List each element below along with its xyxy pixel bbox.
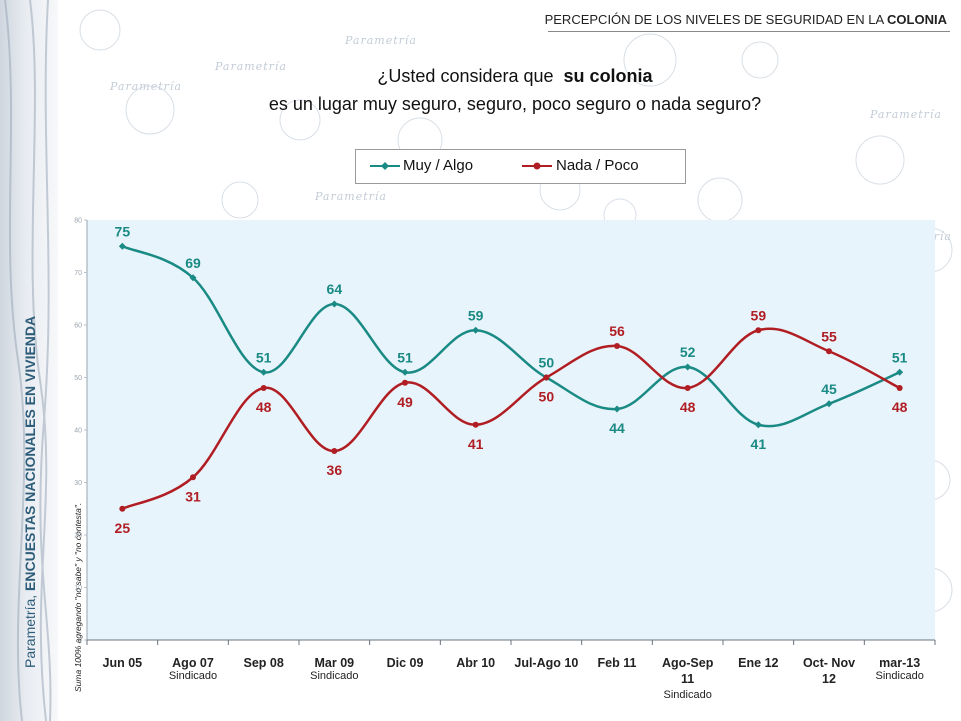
data-label-muy-algo: 75 [115, 223, 131, 239]
data-point-muy-algo [260, 368, 268, 376]
y-tick-label: 50 [74, 375, 82, 382]
x-category-label: Mar 09 [315, 656, 355, 670]
watermark-5: Parametría [870, 108, 942, 121]
data-label-muy-algo: 51 [892, 349, 908, 365]
data-point-nada-poco [472, 421, 479, 428]
data-point-muy-algo [684, 363, 692, 371]
data-point-muy-algo [189, 274, 197, 282]
page-title-bold: COLONIA [887, 12, 947, 27]
data-label-muy-algo: 50 [539, 355, 555, 371]
x-category-label: 11 [681, 672, 694, 686]
x-category-label: Feb 11 [598, 656, 637, 670]
y-tick-label: 30 [74, 480, 82, 487]
data-point-nada-poco [402, 379, 408, 386]
y-tick-label: 0 [78, 638, 82, 645]
data-point-nada-poco [119, 505, 126, 512]
y-tick-label: 40 [74, 428, 82, 435]
y-tick-label: 60 [74, 323, 82, 330]
x-category-label: Ene 12 [738, 656, 778, 670]
data-point-muy-algo [118, 242, 126, 250]
data-point-muy-algo [613, 405, 621, 413]
data-label-muy-algo: 44 [609, 420, 625, 436]
y-tick-label: 70 [74, 270, 82, 277]
x-category-label: Ago 07 [172, 656, 214, 670]
x-category-label: Sep 08 [244, 656, 284, 670]
x-category-note: Sindicado [664, 689, 712, 701]
x-category-note: Sindicado [169, 670, 217, 682]
data-label-nada-poco: 55 [821, 328, 837, 344]
survey-question: ¿Usted considera que su colonia es un lu… [200, 62, 830, 118]
data-point-muy-algo [754, 421, 762, 429]
data-point-nada-poco [260, 385, 267, 391]
data-point-nada-poco [896, 385, 903, 391]
chart-legend: Muy / Algo Nada / Poco [355, 149, 686, 184]
data-label-nada-poco: 59 [751, 307, 767, 323]
data-label-muy-algo: 64 [327, 281, 343, 297]
data-point-muy-algo [472, 326, 480, 334]
data-point-nada-poco [543, 374, 550, 381]
data-label-nada-poco: 49 [397, 394, 413, 410]
data-label-muy-algo: 51 [256, 349, 272, 365]
y-tick-label: 20 [74, 533, 82, 540]
watermark-1: Parametría [345, 34, 417, 47]
question-line-2: es un lugar muy seguro, seguro, poco seg… [268, 94, 762, 114]
data-point-muy-algo [330, 300, 338, 308]
x-category-label: Jul-Ago 10 [514, 656, 578, 670]
legend-label-teal: Muy / Algo [403, 157, 474, 174]
data-point-nada-poco [331, 448, 338, 454]
question-line-1-bold: su colonia [563, 66, 653, 86]
y-tick-label: 10 [74, 585, 82, 592]
watermark-3: Parametría [215, 60, 287, 73]
data-label-nada-poco: 48 [256, 399, 272, 415]
title-underline [548, 31, 950, 32]
data-point-nada-poco [755, 327, 762, 334]
data-label-muy-algo: 69 [185, 255, 201, 271]
legend-marker-teal [370, 162, 400, 170]
legend-label-red: Nada / Poco [556, 157, 639, 174]
watermark-4: Parametría [315, 190, 387, 203]
data-label-nada-poco: 56 [609, 323, 625, 339]
data-label-nada-poco: 36 [327, 462, 343, 478]
legend-marker-red [522, 162, 552, 170]
data-label-nada-poco: 50 [539, 389, 555, 405]
data-point-muy-algo [825, 400, 833, 408]
watermark-2: Parametría [110, 80, 182, 93]
page-title: PERCEPCIÓN DE LOS NIVELES DE SEGURIDAD E… [545, 12, 947, 27]
data-point-nada-poco [190, 474, 196, 481]
y-tick-label: 80 [74, 218, 82, 225]
data-label-muy-algo: 51 [397, 349, 413, 365]
data-point-muy-algo [401, 368, 409, 376]
x-category-label: Jun 05 [103, 656, 143, 670]
x-category-note: Sindicado [310, 670, 358, 682]
data-point-muy-algo [896, 368, 904, 376]
question-line-1: ¿Usted considera que su colonia [200, 62, 830, 90]
data-label-nada-poco: 48 [680, 399, 696, 415]
data-label-muy-algo: 52 [680, 344, 696, 360]
x-category-label: mar-13 [879, 656, 920, 670]
page-title-prefix: PERCEPCIÓN DE LOS NIVELES DE SEGURIDAD E… [544, 12, 884, 27]
data-label-muy-algo: 45 [821, 381, 837, 397]
data-point-nada-poco [684, 385, 691, 391]
data-label-muy-algo: 41 [751, 436, 767, 452]
x-category-label: Abr 10 [456, 656, 495, 670]
x-category-label: Ago-Sep [662, 656, 714, 670]
data-point-nada-poco [826, 348, 832, 355]
data-point-nada-poco [614, 343, 620, 349]
series-line-nada-poco [121, 327, 901, 510]
data-label-muy-algo: 59 [468, 307, 484, 323]
plot-area [87, 220, 935, 640]
data-label-nada-poco: 41 [468, 436, 484, 452]
x-category-label: Dic 09 [387, 656, 424, 670]
question-line-1-prefix: ¿Usted considera que [377, 66, 554, 86]
series-line-muy-algo [121, 245, 901, 428]
x-category-label: Oct- Nov [803, 656, 855, 670]
x-category-note: Sindicado [876, 670, 924, 682]
data-label-nada-poco: 48 [892, 399, 908, 415]
x-category-label: 12 [822, 672, 836, 686]
data-label-nada-poco: 31 [185, 488, 201, 504]
data-label-nada-poco: 25 [115, 520, 131, 536]
